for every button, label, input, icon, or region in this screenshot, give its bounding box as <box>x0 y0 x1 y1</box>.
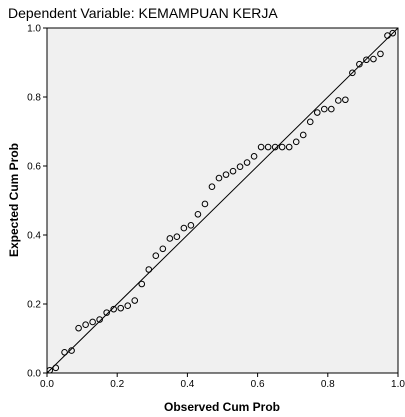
data-point <box>117 304 125 312</box>
data-point <box>285 143 293 151</box>
data-point <box>131 297 139 304</box>
data-point <box>328 105 335 113</box>
data-point <box>222 171 230 178</box>
x-tick-label: 0.8 <box>321 379 335 390</box>
data-point <box>243 159 251 166</box>
x-tick-label: 0.4 <box>180 379 194 390</box>
data-point <box>299 131 307 139</box>
data-point <box>320 105 328 113</box>
data-point <box>363 56 370 64</box>
data-point <box>257 143 265 151</box>
y-axis-ticks: 0.0 0.2 0.4 0.6 0.8 1.0 <box>27 24 47 380</box>
data-point <box>110 305 117 313</box>
data-point <box>173 233 181 241</box>
y-tick-label: 0.0 <box>27 369 41 380</box>
data-point <box>103 309 110 316</box>
data-point <box>52 364 60 372</box>
data-point <box>89 318 96 326</box>
x-axis-ticks: 0.0 0.2 0.4 0.6 0.8 1.0 <box>40 373 405 390</box>
data-point <box>166 235 174 242</box>
x-tick-label: 0.2 <box>110 379 124 390</box>
data-point <box>349 69 356 77</box>
data-point <box>250 153 258 160</box>
y-tick-label: 0.8 <box>27 93 41 104</box>
y-axis-title: Expected Cum Prob <box>7 143 21 257</box>
data-point <box>236 163 244 170</box>
y-tick-label: 0.4 <box>27 231 41 242</box>
data-point <box>194 211 202 218</box>
data-point <box>138 280 146 288</box>
data-point <box>180 224 188 232</box>
data-point <box>68 347 75 354</box>
data-point <box>46 366 54 374</box>
data-point <box>306 118 314 126</box>
x-tick-label: 1.0 <box>391 379 405 390</box>
data-point <box>264 143 272 151</box>
data-points <box>46 29 397 374</box>
y-tick-label: 0.2 <box>27 300 41 311</box>
data-point <box>271 143 279 151</box>
data-point <box>229 167 237 175</box>
data-point <box>61 349 68 356</box>
data-point <box>152 252 160 259</box>
data-point <box>384 32 391 39</box>
x-tick-label: 0.6 <box>251 379 265 390</box>
data-point <box>335 97 342 104</box>
data-point <box>201 200 209 208</box>
data-point <box>187 222 195 229</box>
y-tick-label: 1.0 <box>27 24 41 35</box>
data-point <box>313 109 321 116</box>
chart-title: Dependent Variable: KEMAMPUAN KERJA <box>8 5 278 21</box>
data-point <box>292 138 300 146</box>
data-point <box>215 174 223 182</box>
data-point <box>377 50 384 58</box>
x-axis-title: Observed Cum Prob <box>164 400 280 414</box>
data-point <box>208 183 216 190</box>
data-point <box>82 321 89 329</box>
data-point <box>96 316 103 323</box>
x-tick-label: 0.0 <box>40 379 54 390</box>
data-point <box>145 266 153 273</box>
data-point <box>124 302 132 310</box>
data-point <box>356 60 363 68</box>
y-tick-label: 0.6 <box>27 162 41 173</box>
data-point <box>342 96 349 104</box>
data-point <box>389 29 397 37</box>
data-point <box>159 245 167 253</box>
data-point <box>370 55 377 63</box>
data-point <box>278 143 286 151</box>
data-point <box>75 324 82 332</box>
